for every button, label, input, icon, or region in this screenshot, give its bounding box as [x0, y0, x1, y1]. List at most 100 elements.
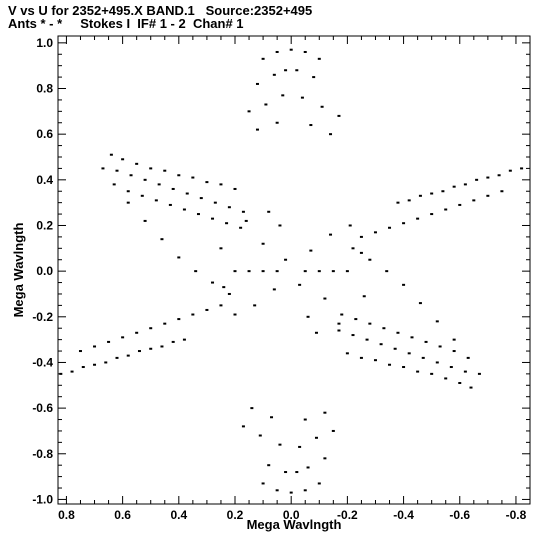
y-axis-title: Mega Wavlngth	[11, 223, 26, 318]
uv-point	[222, 286, 226, 289]
uv-point	[469, 386, 473, 389]
uv-point	[270, 416, 274, 419]
uv-point	[121, 336, 125, 339]
uv-point	[303, 418, 307, 421]
uv-point	[323, 457, 327, 460]
uv-point	[182, 338, 186, 341]
x-tick-label: -0.8	[506, 508, 527, 522]
uv-point	[101, 167, 105, 170]
y-tick-label: 0.4	[36, 173, 53, 187]
uv-point	[261, 242, 265, 245]
uv-point	[275, 121, 279, 124]
uv-point	[309, 124, 313, 127]
uv-point	[295, 471, 299, 474]
uv-point	[171, 340, 175, 343]
uv-point	[452, 185, 456, 188]
uv-point	[452, 350, 456, 353]
uv-point	[410, 336, 414, 339]
uv-point	[435, 361, 439, 364]
uv-point	[272, 73, 276, 76]
uv-point	[247, 270, 251, 273]
uv-point	[233, 187, 237, 190]
uv-point	[379, 343, 383, 346]
uv-point	[298, 445, 302, 448]
uv-point	[264, 103, 268, 106]
x-tick-label: -0.6	[449, 508, 470, 522]
uv-point	[205, 308, 209, 311]
uv-point	[177, 256, 181, 259]
uv-point	[109, 153, 113, 156]
uv-point	[104, 361, 108, 364]
uv-point	[253, 304, 257, 307]
uv-point	[486, 194, 490, 197]
uv-point	[284, 471, 288, 474]
uv-point	[407, 199, 411, 202]
uv-point	[320, 105, 324, 108]
uv-point	[93, 345, 97, 348]
uv-point	[337, 329, 341, 332]
uv-point	[317, 57, 321, 60]
uv-point	[275, 50, 279, 53]
uv-point	[306, 315, 310, 318]
uv-point	[149, 327, 153, 330]
uv-point	[300, 96, 304, 99]
uv-point	[373, 231, 377, 234]
uv-point	[418, 302, 422, 305]
uv-point	[331, 429, 335, 432]
y-tick-label: 1.0	[36, 36, 53, 50]
uv-point	[135, 162, 139, 165]
x-tick-label: -0.4	[393, 508, 414, 522]
x-tick-label: 0.8	[58, 508, 75, 522]
uv-point	[275, 270, 279, 273]
uv-point	[140, 194, 144, 197]
x-tick-label: -0.2	[337, 508, 358, 522]
uv-point	[424, 340, 428, 343]
x-tick-label: 0.2	[227, 508, 244, 522]
x-tick-labels: 0.8 0.6 0.4 0.2 0.0 -0.2 -0.4 -0.6 -0.8	[58, 508, 527, 522]
uv-point	[213, 201, 217, 204]
uv-point	[239, 226, 243, 229]
uv-point	[362, 295, 366, 298]
uv-point	[345, 352, 349, 355]
uv-point	[126, 201, 130, 204]
uv-point	[337, 322, 341, 325]
uv-point	[472, 199, 476, 202]
uv-point	[233, 270, 237, 273]
uv-point	[241, 425, 245, 428]
uv-point	[255, 128, 259, 131]
uv-point	[337, 114, 341, 117]
y-tick-label: -1.0	[32, 492, 53, 506]
uv-point	[78, 350, 82, 353]
x-tick-label: 0.6	[114, 508, 131, 522]
y-tick-label: 0.8	[36, 82, 53, 96]
uv-point	[267, 464, 271, 467]
uv-point	[306, 466, 310, 469]
uv-point	[441, 190, 445, 193]
uv-point	[393, 347, 397, 350]
uv-point	[477, 372, 481, 375]
uv-point	[430, 213, 434, 216]
uv-point	[129, 174, 133, 177]
uv-point	[182, 208, 186, 211]
axis-ticks	[58, 36, 530, 504]
uv-point	[452, 338, 456, 341]
uv-point	[255, 82, 259, 85]
uv-point	[199, 197, 203, 200]
visibility-points	[59, 48, 524, 494]
uv-point	[219, 183, 223, 186]
uv-point	[250, 407, 254, 410]
uv-point	[331, 270, 335, 273]
uv-point	[115, 169, 119, 172]
uv-point	[463, 370, 467, 373]
uv-point	[185, 192, 189, 195]
uv-point	[261, 482, 265, 485]
plot-title: V vs U for 2352+495.X BAND.1 Source:2352…	[8, 3, 313, 18]
uv-point	[317, 270, 321, 273]
uv-point	[416, 217, 420, 220]
uv-point	[444, 377, 448, 380]
uv-point	[160, 345, 164, 348]
uv-point	[258, 434, 262, 437]
uv-point	[421, 356, 425, 359]
uv-point	[284, 258, 288, 261]
